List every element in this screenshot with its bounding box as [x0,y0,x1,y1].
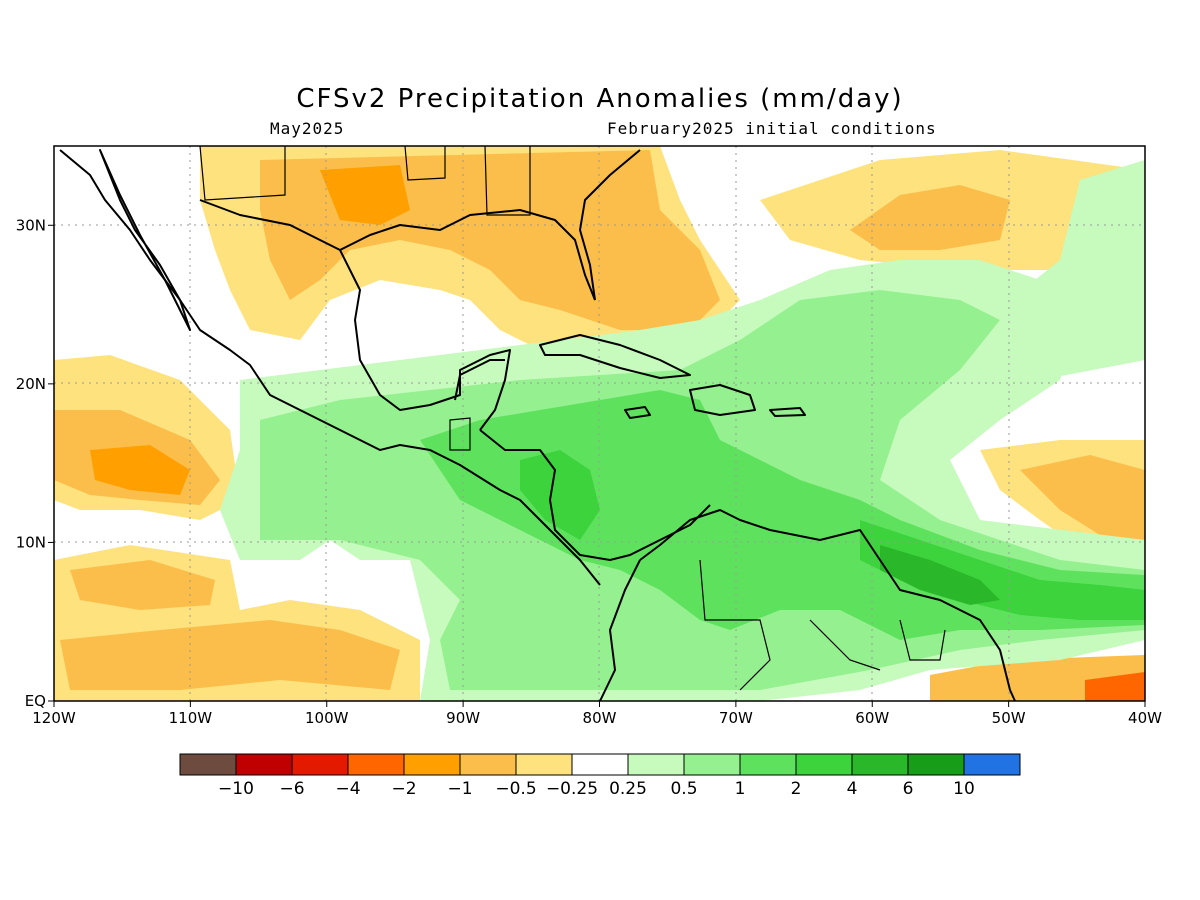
coastline-baja [99,149,191,331]
wet-region-guyana-strong [860,520,1145,620]
y-tick-label: 20N [16,375,46,393]
colorbar-label: −6 [279,779,304,799]
wet-region-guyana-max [880,545,1000,605]
colorbar-swatch [179,753,237,776]
coastline-puerto-rico [769,407,806,417]
colorbar-label: −1 [447,779,472,799]
dry-region-texas [320,165,410,225]
dry-region-brazil-core [1085,672,1145,701]
y-tick-label: EQ [25,692,46,710]
colorbar-label: 6 [903,779,914,799]
x-tick-label: 40W [1128,709,1162,727]
colorbar-label: 0.25 [609,779,647,799]
coastline-cuba [539,334,691,379]
coastline-hispaniola [689,384,756,416]
colorbar-label: 2 [791,779,802,799]
colorbar-swatch [907,753,965,776]
colorbar-swatch [851,753,909,776]
colorbar-label: −0.5 [495,779,536,799]
x-tick-label: 80W [583,709,617,727]
colorbar-label: 0.5 [670,779,697,799]
y-tick-label: 30N [16,216,46,234]
colorbar-label: 10 [953,779,975,799]
coastline-south-america-north [639,509,1016,701]
y-tick-label: 10N [16,533,46,551]
colorbar-swatch [571,753,629,776]
coastline-mexico-pacific [59,149,601,586]
graticule [54,146,1145,701]
map-title: CFSv2 Precipitation Anomalies (mm/day) [296,84,904,114]
wet-region-atlantic-northeast [1000,160,1145,380]
colorbar-swatch [291,753,349,776]
x-tick-label: 120W [32,709,76,727]
dry-region-atlantic-east-inner [1020,455,1145,550]
colorbar-label: −0.25 [546,779,598,799]
coastline-jamaica [624,406,651,419]
x-tick-label: 90W [446,709,480,727]
colorbar-swatch [515,753,573,776]
colorbar-swatch [459,753,517,776]
coastline-us-gulf [339,209,596,301]
colorbar-swatch [683,753,741,776]
colorbar-label: −10 [218,779,254,799]
colorbar-swatch [963,753,1021,776]
colorbar-label: −2 [391,779,416,799]
colorbar-swatch [235,753,293,776]
anomaly-field [54,146,1145,701]
x-tick-label: 50W [992,709,1026,727]
coastline-south-america-pacific [599,559,641,701]
dry-region-eastern-pacific-core [90,445,190,495]
coastline-central-america-caribbean [479,429,711,561]
initial-conditions-label: February2025 initial conditions [607,119,937,138]
colorbar: −10 −6 −4 −2 −1 −0.5 −0.25 0.25 0.5 1 2 4 6 10 [179,753,1021,799]
colorbar-swatch [347,753,405,776]
coastline-yucatan [454,359,505,401]
coastline-florida-east [579,149,641,301]
colorbar-swatch [403,753,461,776]
y-axis: EQ 10N 20N 30N [16,216,54,710]
wet-region-panama-core [520,450,600,540]
colorbar-label: −4 [335,779,360,799]
colorbar-swatch [795,753,853,776]
dry-region-southern-pacific-inner [70,560,215,610]
country-borders [199,146,946,691]
coastlines [59,149,1016,701]
coastline-gulf-of-mexico [199,199,511,431]
dry-region-southern-pacific-south [60,620,400,690]
colorbar-label: 4 [847,779,858,799]
x-tick-label: 110W [169,709,213,727]
colorbar-swatch [739,753,797,776]
x-tick-label: 100W [305,709,349,727]
dry-region-atlantic-inner [850,185,1010,250]
colorbar-swatch [627,753,685,776]
valid-month-label: May2025 [270,119,345,138]
x-axis: 120W 110W 100W 90W 80W 70W 60W 50W 40W [32,701,1162,727]
x-tick-label: 70W [719,709,753,727]
x-tick-label: 60W [855,709,889,727]
colorbar-label: 1 [735,779,746,799]
